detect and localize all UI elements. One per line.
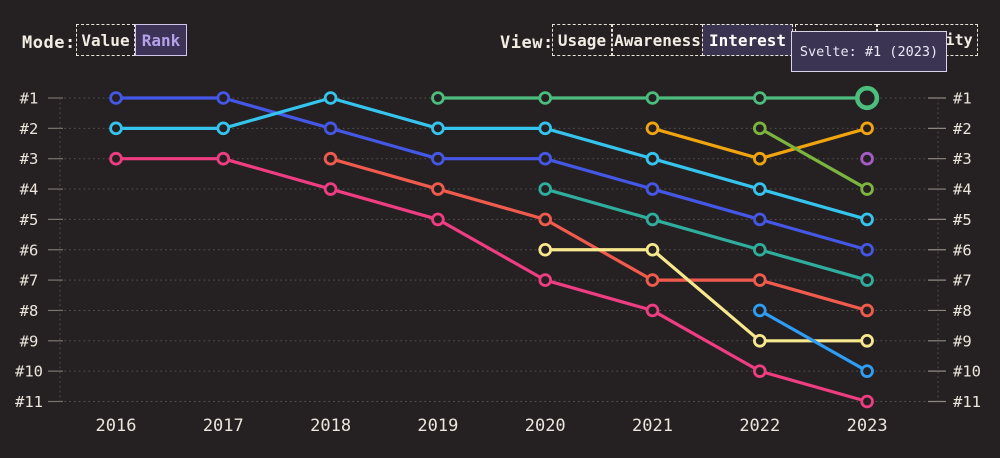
point-cyan-series-2021[interactable] (645, 151, 660, 166)
left-rank-label-#5: #5 (20, 211, 39, 229)
point-salmon-series-2021[interactable] (645, 273, 660, 287)
mode-option-rank[interactable]: Rank (135, 24, 187, 56)
point-yellow-series-2022[interactable] (752, 333, 767, 348)
point-cyan-series-2019[interactable] (431, 121, 445, 136)
x-axis-label-2017[interactable]: 2017 (203, 416, 244, 436)
point-blue-series-2023[interactable] (860, 242, 874, 257)
point-yellow-series-2020[interactable] (538, 242, 552, 257)
point-salmon-series-2023[interactable] (860, 303, 874, 318)
point-cyan-series-2018[interactable] (323, 91, 338, 105)
point-pink-series-2023[interactable] (860, 394, 874, 409)
left-rank-label-#4: #4 (20, 181, 39, 199)
left-rank-label-#11: #11 (15, 393, 43, 411)
line-salmon-series (329, 157, 869, 313)
point-orange-series-2023[interactable] (860, 121, 874, 136)
highlighted-point-green-series-2023[interactable] (854, 85, 880, 111)
point-blue-series-2022[interactable] (752, 212, 767, 227)
point-olive-series-2023[interactable] (860, 182, 874, 196)
point-teal-series-2023[interactable] (860, 273, 874, 287)
x-axis-label-2020[interactable]: 2020 (525, 416, 566, 436)
line-cyan-series (114, 96, 869, 221)
point-pink-series-2021[interactable] (645, 303, 660, 318)
point-lightblue-series-2023[interactable] (860, 364, 874, 378)
right-rank-label-#5: #5 (953, 211, 972, 229)
point-pink-series-2020[interactable] (538, 273, 552, 287)
point-pink-series-2016[interactable] (109, 151, 123, 166)
point-green-series-2021[interactable] (645, 91, 660, 105)
point-green-series-2022[interactable] (752, 91, 767, 105)
point-purple-series-2023[interactable] (860, 151, 874, 166)
point-blue-series-2021[interactable] (645, 182, 660, 196)
mode-label: Mode: (22, 33, 76, 53)
point-green-series-2020[interactable] (538, 91, 552, 105)
left-rank-label-#8: #8 (20, 302, 39, 320)
chart-tooltip: Svelte: #1 (2023) (791, 31, 947, 72)
point-cyan-series-2023[interactable] (860, 212, 874, 227)
right-rank-label-#1: #1 (953, 90, 972, 108)
left-rank-label-#10: #10 (15, 363, 43, 381)
view-label: View: (500, 33, 554, 53)
x-axis-label-2021[interactable]: 2021 (632, 416, 673, 436)
x-axis-label-2023[interactable]: 2023 (847, 416, 888, 436)
chart-tooltip-text: Svelte: #1 (2023) (799, 43, 939, 60)
point-lightblue-series-2022[interactable] (752, 303, 767, 318)
right-rank-label-#11: #11 (953, 393, 981, 411)
right-rank-label-#7: #7 (953, 272, 972, 290)
x-axis-label-2019[interactable]: 2019 (417, 416, 458, 436)
point-teal-series-2022[interactable] (752, 242, 767, 257)
left-rank-label-#6: #6 (20, 241, 39, 259)
point-blue-series-2016[interactable] (109, 91, 123, 105)
x-axis-label-2016[interactable]: 2016 (96, 416, 137, 436)
right-rank-label-#4: #4 (953, 181, 972, 199)
point-green-series-2019[interactable] (431, 91, 445, 105)
point-blue-series-2018[interactable] (323, 121, 338, 136)
line-teal-series (543, 187, 869, 282)
point-cyan-series-2022[interactable] (752, 182, 767, 196)
right-rank-label-#3: #3 (953, 150, 972, 168)
point-blue-series-2017[interactable] (216, 91, 231, 105)
point-cyan-series-2016[interactable] (109, 121, 123, 136)
point-pink-series-2018[interactable] (323, 182, 338, 196)
right-rank-label-#2: #2 (953, 120, 972, 138)
point-salmon-series-2020[interactable] (538, 212, 552, 227)
point-orange-series-2021[interactable] (645, 121, 660, 136)
point-salmon-series-2019[interactable] (431, 182, 445, 196)
line-pink-series (114, 157, 869, 404)
point-pink-series-2017[interactable] (216, 151, 231, 166)
right-rank-label-#6: #6 (953, 241, 972, 259)
point-cyan-series-2017[interactable] (216, 121, 231, 136)
point-salmon-series-2018[interactable] (323, 151, 338, 166)
point-yellow-series-2021[interactable] (645, 242, 660, 257)
left-rank-label-#3: #3 (20, 150, 39, 168)
point-salmon-series-2022[interactable] (752, 273, 767, 287)
point-orange-series-2022[interactable] (752, 151, 767, 166)
line-olive-series (758, 126, 869, 191)
x-axis-label-2022[interactable]: 2022 (739, 416, 780, 436)
left-rank-label-#9: #9 (20, 332, 39, 350)
left-rank-label-#1: #1 (20, 90, 39, 108)
point-blue-series-2019[interactable] (431, 151, 445, 166)
point-blue-series-2020[interactable] (538, 151, 552, 166)
point-olive-series-2022[interactable] (752, 121, 767, 136)
right-rank-label-#9: #9 (953, 332, 972, 350)
line-lightblue-series (758, 308, 869, 373)
left-rank-label-#7: #7 (20, 272, 39, 290)
point-pink-series-2019[interactable] (431, 212, 445, 227)
point-yellow-series-2023[interactable] (860, 333, 874, 348)
point-pink-series-2022[interactable] (752, 364, 767, 378)
line-blue-series (114, 96, 869, 252)
right-rank-label-#10: #10 (953, 363, 981, 381)
mode-option-value[interactable]: Value (76, 24, 135, 56)
point-teal-series-2020[interactable] (538, 182, 552, 196)
left-rank-label-#2: #2 (20, 120, 39, 138)
point-cyan-series-2020[interactable] (538, 121, 552, 136)
point-teal-series-2021[interactable] (645, 212, 660, 227)
right-rank-label-#8: #8 (953, 302, 972, 320)
view-option-usage[interactable]: Usage (552, 24, 612, 56)
x-axis-label-2018[interactable]: 2018 (310, 416, 351, 436)
